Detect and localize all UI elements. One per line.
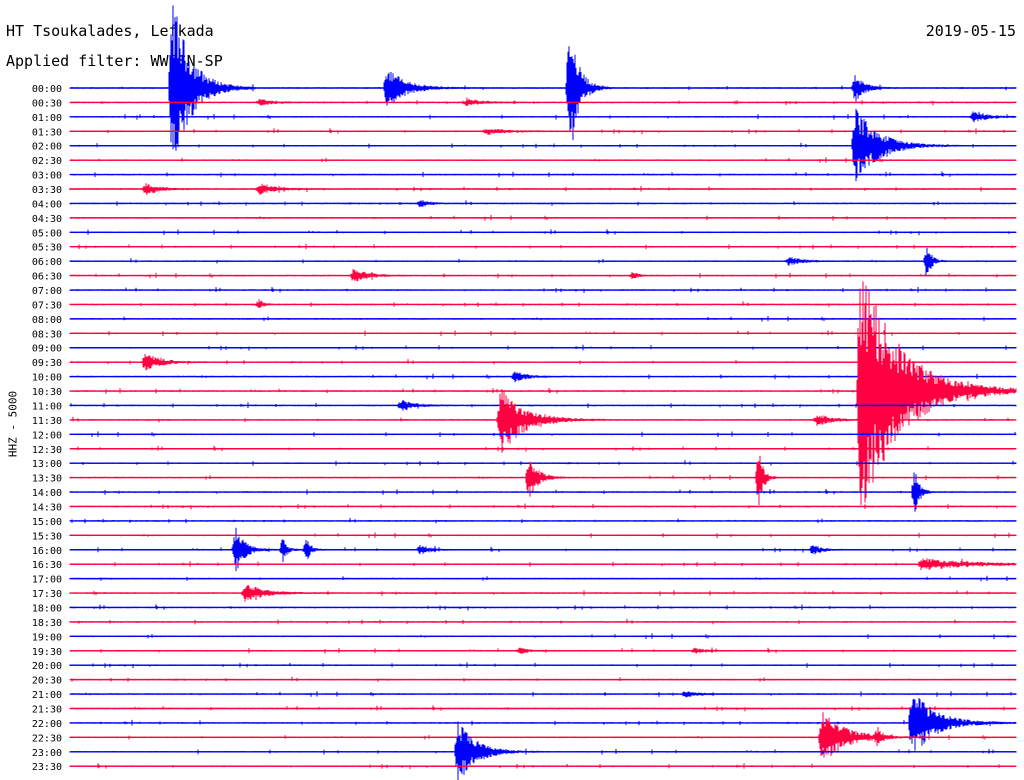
trace-row-0000 <box>69 5 1017 151</box>
row-time-label: 10:30 <box>32 387 62 398</box>
row-time-label: 12:00 <box>32 430 62 441</box>
row-time-label: 04:30 <box>32 214 62 225</box>
trace-row-2300 <box>69 721 1017 780</box>
row-time-label: 21:00 <box>32 690 62 701</box>
row-time-label: 02:00 <box>32 142 62 153</box>
row-time-label: 07:30 <box>32 300 62 311</box>
station-title: HT Tsoukalades, Lefkada <box>6 22 214 40</box>
row-time-label: 06:30 <box>32 272 62 283</box>
row-time-label: 01:30 <box>32 127 62 138</box>
row-time-label: 08:30 <box>32 329 62 340</box>
row-time-label: 11:30 <box>32 416 62 427</box>
row-time-label: 01:00 <box>32 113 62 124</box>
row-time-label: 20:00 <box>32 661 62 672</box>
row-time-label: 12:30 <box>32 445 62 456</box>
row-time-label: 17:30 <box>32 589 62 600</box>
row-time-label: 22:30 <box>32 733 62 744</box>
row-time-label: 00:30 <box>32 98 62 109</box>
row-time-label: 14:30 <box>32 502 62 513</box>
row-time-label: 23:30 <box>32 762 62 773</box>
row-time-label: 04:00 <box>32 199 62 210</box>
row-time-label: 05:30 <box>32 243 62 254</box>
filter-label: Applied filter: WWSSN-SP <box>6 52 223 70</box>
row-time-label: 23:00 <box>32 748 62 759</box>
trace-row-0200 <box>69 108 1017 182</box>
row-time-label: 13:00 <box>32 459 62 470</box>
row-time-label: 20:30 <box>32 676 62 687</box>
row-time-label: 08:00 <box>32 315 62 326</box>
row-time-label: 19:30 <box>32 647 62 658</box>
row-time-label: 13:30 <box>32 474 62 485</box>
row-time-label: 06:00 <box>32 257 62 268</box>
trace-row-2230 <box>69 712 1017 758</box>
date-label: 2019-05-15 <box>925 22 1016 40</box>
row-time-label: 02:30 <box>32 156 62 167</box>
row-time-label: 22:00 <box>32 719 62 730</box>
row-time-label: 10:00 <box>32 373 62 384</box>
row-time-label: 15:30 <box>32 531 62 542</box>
row-time-label: 18:30 <box>32 618 62 629</box>
row-time-label: 21:30 <box>32 704 62 715</box>
row-time-label: 07:00 <box>32 286 62 297</box>
row-time-label: 00:00 <box>32 84 62 95</box>
row-time-label: 09:30 <box>32 358 62 369</box>
row-time-label: 09:00 <box>32 344 62 355</box>
row-time-label: 03:00 <box>32 171 62 182</box>
row-time-label: 16:30 <box>32 560 62 571</box>
trace-row-1030 <box>69 281 1017 505</box>
row-time-label: 16:00 <box>32 546 62 557</box>
row-time-label: 14:00 <box>32 488 62 499</box>
row-time-label: 11:00 <box>32 401 62 412</box>
trace-row-2200 <box>69 698 1017 751</box>
row-time-label: 19:00 <box>32 632 62 643</box>
row-time-label: 03:30 <box>32 185 62 196</box>
row-time-label: 18:00 <box>32 603 62 614</box>
row-time-label: 15:00 <box>32 517 62 528</box>
row-time-label: 17:00 <box>32 575 62 586</box>
row-time-label: 05:00 <box>32 228 62 239</box>
